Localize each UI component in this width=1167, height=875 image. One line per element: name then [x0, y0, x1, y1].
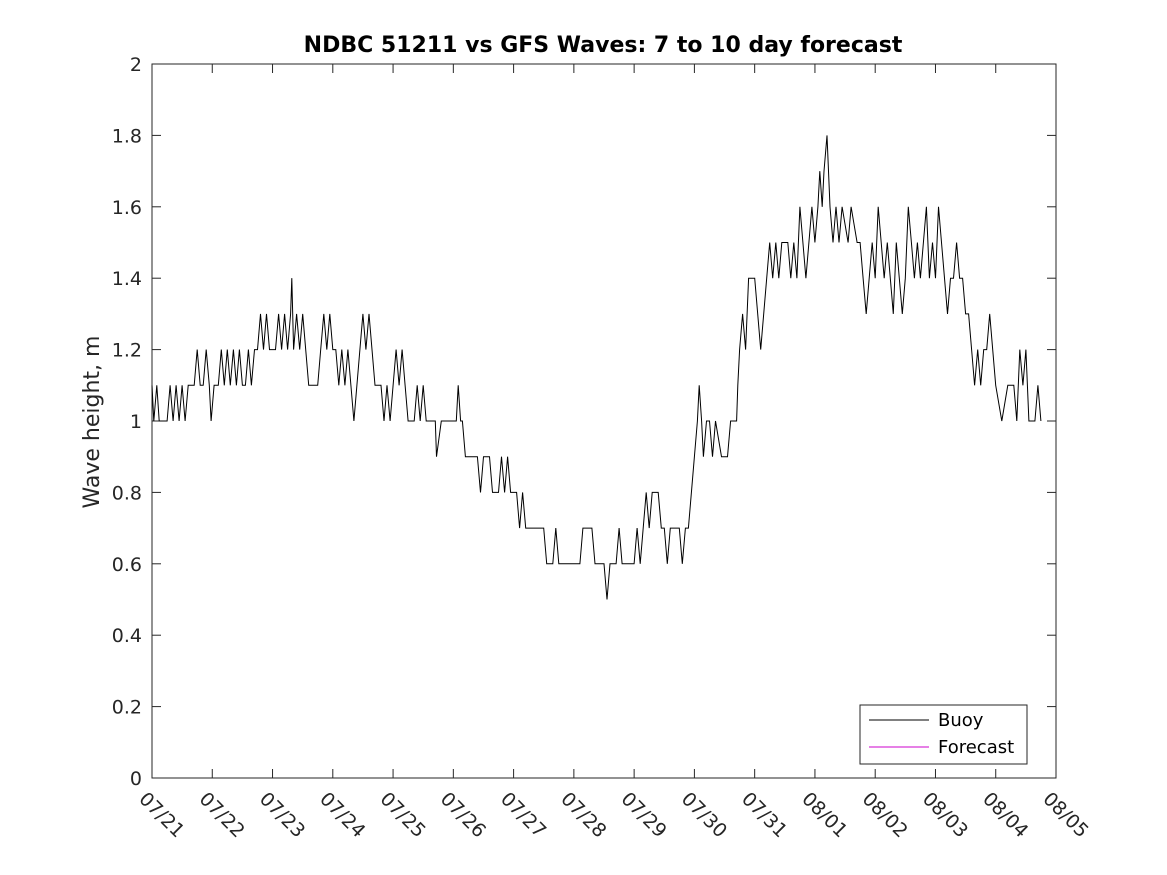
legend-box [859, 704, 1028, 765]
x-tick-label: 08/01 [797, 788, 851, 842]
x-tick-label: 08/02 [858, 788, 912, 842]
legend-label-buoy: Buoy [938, 710, 984, 731]
x-tick-label: 07/28 [556, 788, 610, 842]
y-tick-label: 1.6 [112, 197, 142, 219]
y-tick-label: 2 [130, 54, 142, 76]
y-tick-label: 1.4 [112, 268, 142, 290]
legend: Buoy Forecast [859, 704, 1028, 765]
x-tick-label: 07/21 [134, 788, 188, 842]
legend-label-forecast: Forecast [938, 737, 1014, 758]
y-tick-label: 0.2 [112, 697, 142, 719]
x-tick-label: 07/27 [496, 788, 550, 842]
x-tick-label: 07/24 [315, 788, 369, 842]
chart-title: NDBC 51211 vs GFS Waves: 7 to 10 day for… [304, 33, 903, 58]
x-tick-label: 08/05 [1038, 788, 1092, 842]
y-tick-label: 0.4 [112, 625, 142, 647]
series-group [151, 135, 1042, 600]
x-tick-label: 07/23 [255, 788, 309, 842]
y-tick-label: 1 [130, 411, 142, 433]
axes-box [151, 63, 1057, 779]
y-tick-label: 0 [130, 768, 142, 790]
x-tick-label: 07/25 [376, 788, 430, 842]
x-tick-label: 08/04 [978, 788, 1032, 842]
y-axis-label: Wave height, m [80, 336, 105, 509]
y-tick-label: 0.8 [112, 482, 142, 504]
x-tick-label: 07/22 [195, 788, 249, 842]
y-tick-label: 0.6 [112, 554, 142, 576]
x-tick-label: 07/31 [737, 788, 791, 842]
y-tick-label: 1.8 [112, 125, 142, 147]
y-tick-label: 1.2 [112, 340, 142, 362]
series-line-buoy [151, 135, 1042, 600]
x-tick-label: 07/30 [677, 788, 731, 842]
x-tick-label: 07/26 [436, 788, 490, 842]
x-tick-label: 07/29 [617, 788, 671, 842]
x-tick-label: 08/03 [918, 788, 972, 842]
